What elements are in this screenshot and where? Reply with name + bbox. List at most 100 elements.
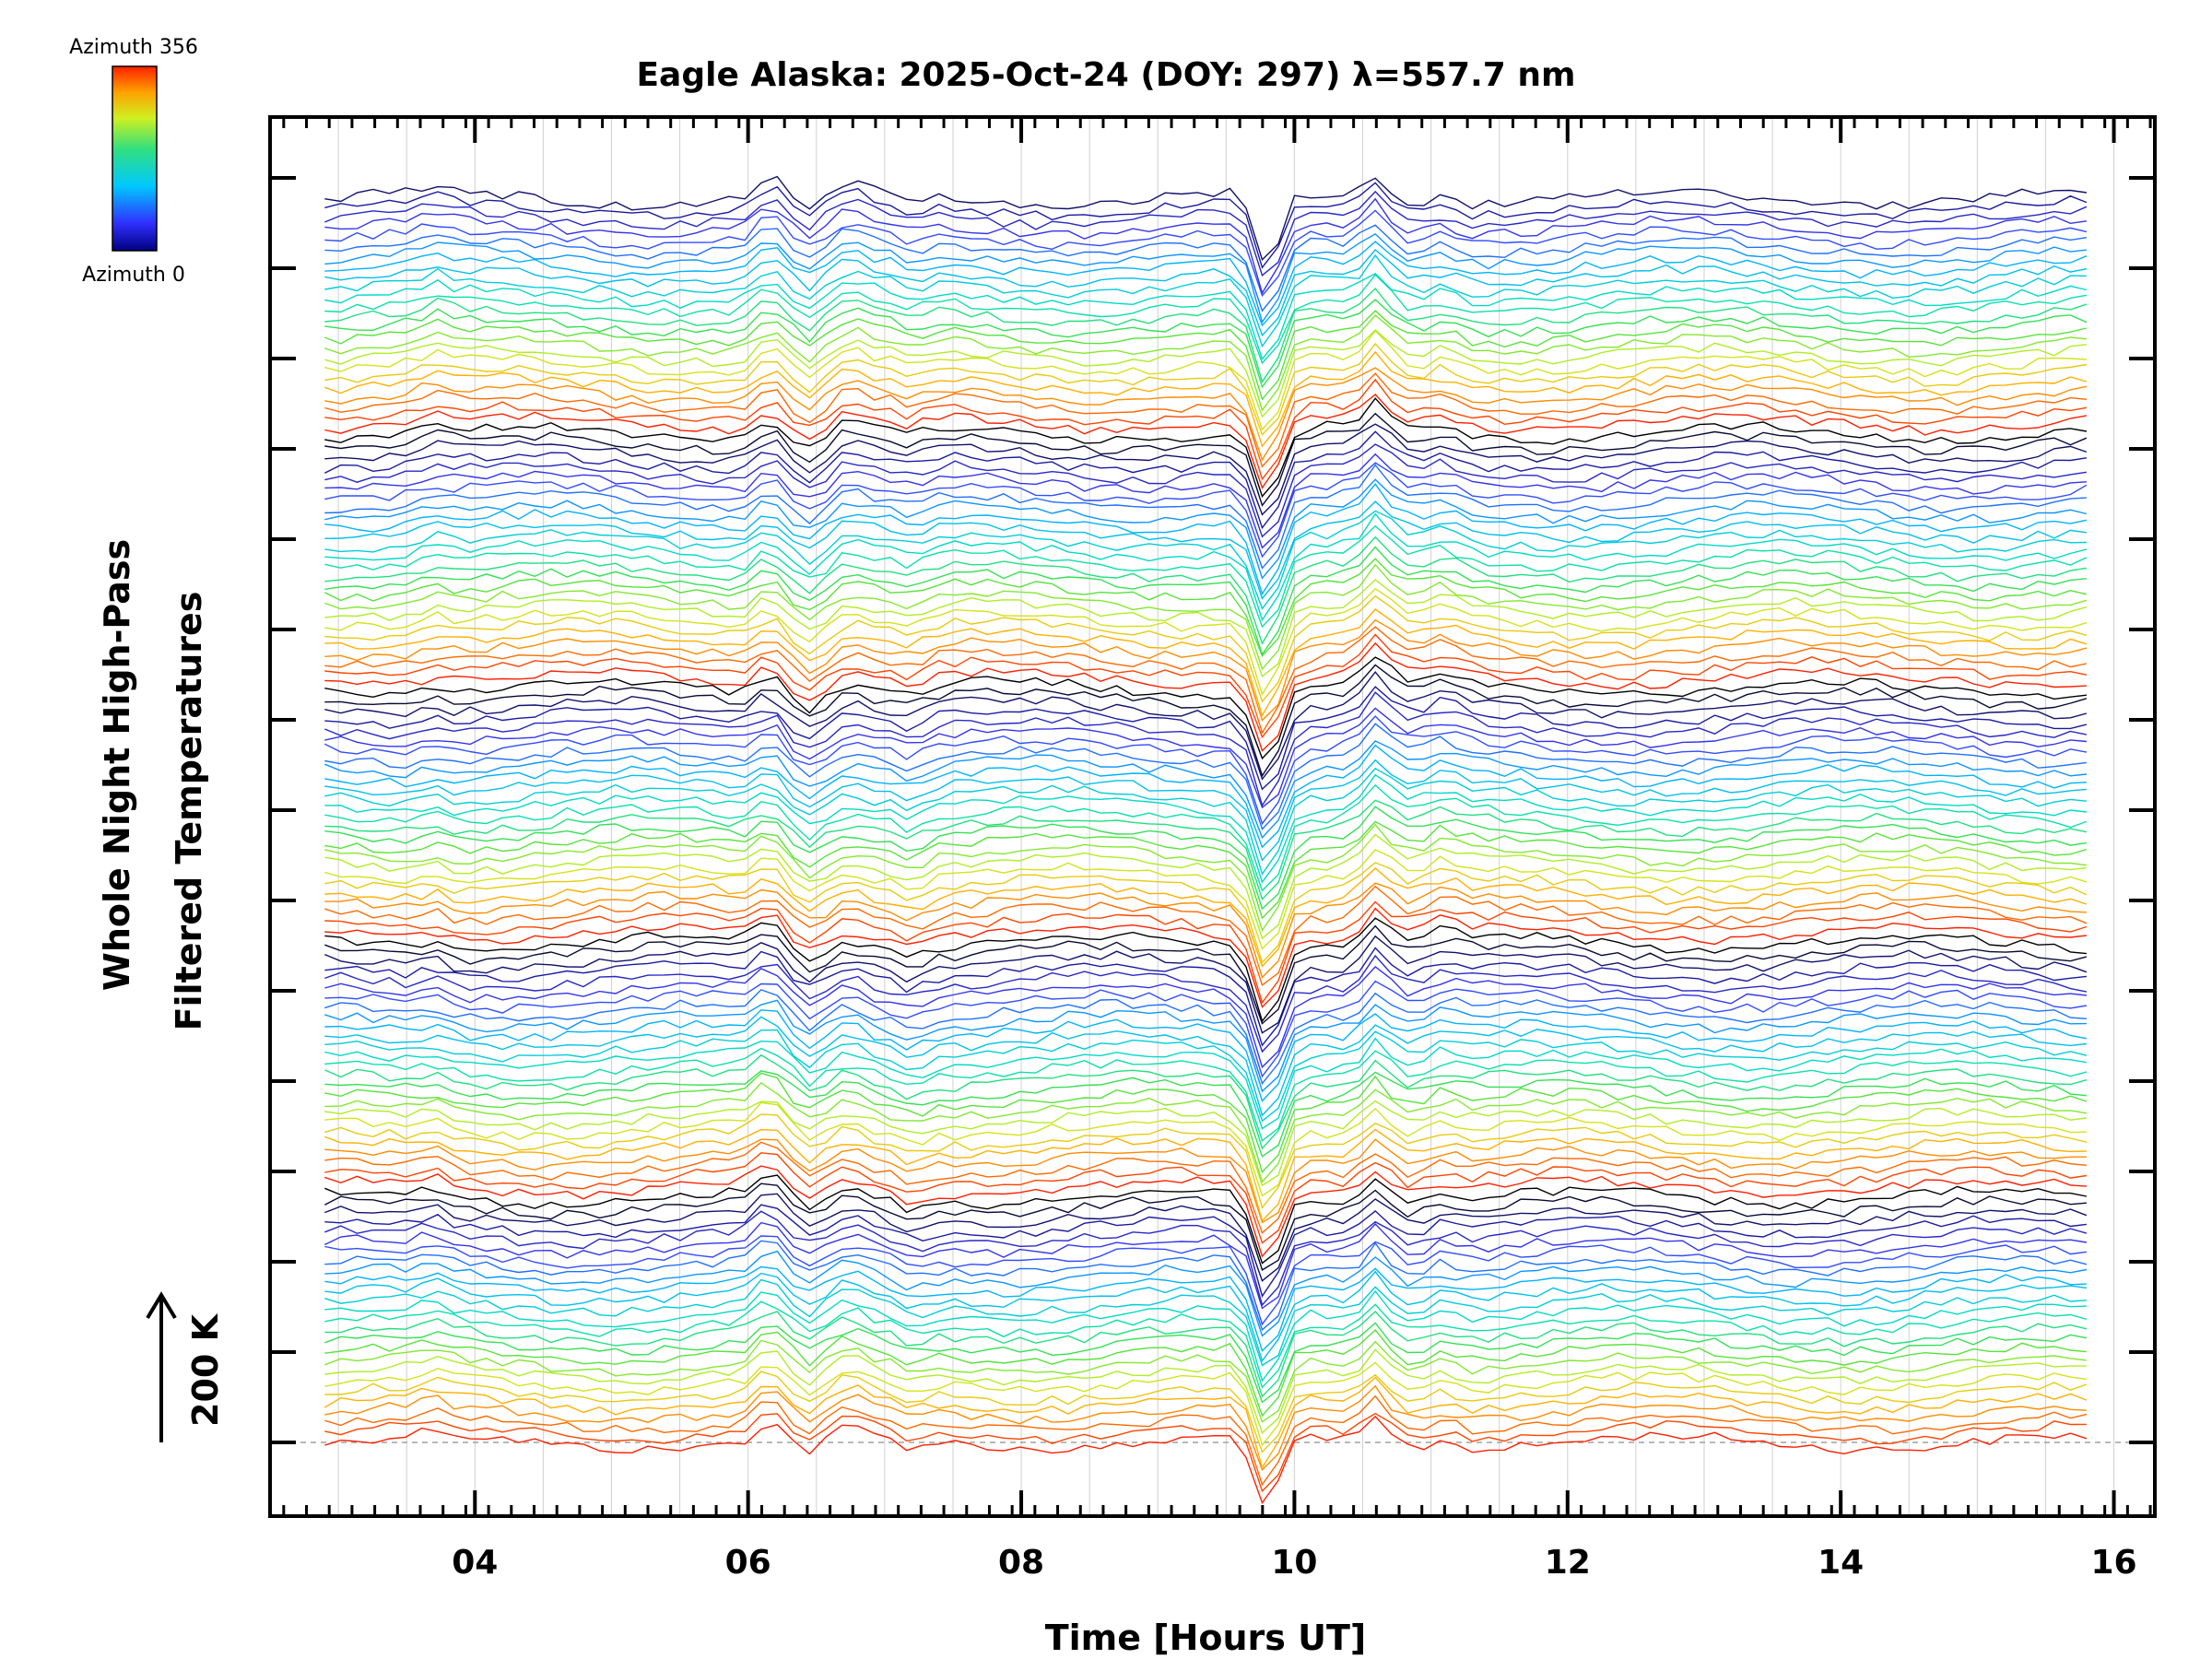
trace-line bbox=[324, 1138, 2087, 1224]
trace-line bbox=[324, 980, 2088, 1078]
trace-line bbox=[324, 1182, 2087, 1271]
chart-title: Eagle Alaska: 2025-Oct-24 (DOY: 297) λ=5… bbox=[636, 56, 1575, 94]
trace-line bbox=[324, 1101, 2087, 1197]
trace-line bbox=[324, 310, 2088, 401]
trace-line bbox=[324, 342, 2088, 436]
colorbar-bottom-label: Azimuth 0 bbox=[82, 264, 185, 287]
trace-line bbox=[324, 723, 2087, 830]
trace-line bbox=[324, 558, 2088, 657]
colorbar bbox=[112, 65, 158, 252]
trace-line bbox=[324, 867, 2088, 968]
trace-line bbox=[324, 587, 2088, 697]
trace-line bbox=[324, 1100, 2087, 1187]
trace-line bbox=[324, 744, 2087, 849]
trace-line bbox=[324, 1300, 2088, 1389]
trace-line bbox=[324, 691, 2088, 807]
trace-line bbox=[324, 500, 2087, 600]
trace-line bbox=[324, 241, 2088, 327]
trace-line bbox=[324, 478, 2088, 580]
trace-line bbox=[324, 917, 2087, 1023]
trace-line bbox=[324, 299, 2088, 389]
trace-line bbox=[324, 1029, 2088, 1123]
trace-line bbox=[324, 535, 2088, 645]
trace-line bbox=[324, 1328, 2087, 1418]
trace-line bbox=[324, 1174, 2088, 1265]
trace-line bbox=[324, 900, 2088, 1005]
trace-line bbox=[324, 274, 2088, 365]
trace-line bbox=[324, 412, 2088, 507]
trace-line bbox=[324, 633, 2088, 739]
trace-line bbox=[324, 820, 2088, 920]
trace-line bbox=[324, 1210, 2088, 1307]
trace-line bbox=[324, 1037, 2088, 1130]
trace-line bbox=[324, 799, 2088, 900]
trace-line bbox=[324, 885, 2088, 987]
trace-line bbox=[324, 1384, 2087, 1471]
trace-line bbox=[324, 1322, 2088, 1404]
trace-line bbox=[324, 767, 2087, 876]
trace-line bbox=[324, 806, 2087, 911]
trace-line bbox=[324, 1348, 2087, 1434]
trace-line bbox=[324, 715, 2088, 826]
trace-line bbox=[324, 1339, 2087, 1423]
trace-line bbox=[324, 618, 2088, 722]
x-tick-label: 04 bbox=[452, 1544, 498, 1582]
trace-line bbox=[324, 1072, 2088, 1173]
trace-line bbox=[324, 935, 2088, 1034]
trace-line bbox=[324, 253, 2087, 348]
trace-line bbox=[324, 1250, 2088, 1337]
trace-line bbox=[324, 224, 2088, 312]
trace-line bbox=[324, 397, 2088, 499]
x-tick-label: 06 bbox=[725, 1544, 771, 1582]
trace-line bbox=[324, 1235, 2087, 1326]
trace-line bbox=[324, 1240, 2088, 1332]
trace-line bbox=[324, 1204, 2087, 1298]
trace-line bbox=[324, 1265, 2087, 1352]
trace-line bbox=[324, 233, 2087, 324]
trace-line bbox=[324, 1070, 2087, 1158]
trace-line bbox=[324, 464, 2087, 570]
trace-line bbox=[324, 546, 2087, 656]
scale-bar-label: 200 K bbox=[185, 1312, 226, 1427]
trace-line bbox=[324, 1081, 2088, 1183]
x-tick-label: 12 bbox=[1545, 1544, 1591, 1582]
trace-line bbox=[324, 1047, 2088, 1142]
trace-line bbox=[324, 594, 2088, 703]
scale-bar: 200 K bbox=[146, 1291, 226, 1442]
trace-line bbox=[324, 394, 2088, 489]
trace-line bbox=[324, 367, 2088, 462]
x-tick-label: 10 bbox=[1271, 1544, 1317, 1582]
trace-line bbox=[324, 626, 2088, 735]
y-axis-label-line2: Filtered Temperatures bbox=[169, 592, 209, 1031]
trace-line bbox=[324, 287, 2088, 383]
trace-line bbox=[324, 686, 2088, 791]
x-tick-label: 14 bbox=[1818, 1544, 1864, 1582]
trace-line bbox=[324, 209, 2088, 298]
x-tick-label: 16 bbox=[2090, 1544, 2136, 1582]
trace-line bbox=[324, 273, 2088, 360]
trace-line bbox=[324, 1128, 2087, 1222]
trace-line bbox=[324, 182, 2088, 269]
trace-line bbox=[324, 773, 2087, 884]
x-axis-label: Time [Hours UT] bbox=[1045, 1618, 1367, 1658]
trace-line bbox=[324, 1361, 2087, 1447]
trace-line bbox=[324, 1193, 2088, 1282]
trace-line bbox=[324, 989, 2087, 1086]
trace-line bbox=[324, 849, 2088, 950]
trace-line bbox=[324, 823, 2087, 933]
trace-line bbox=[324, 882, 2087, 979]
trace-line bbox=[324, 656, 2087, 760]
trace-line bbox=[324, 740, 2087, 840]
trace-line bbox=[324, 453, 2087, 549]
trace-line bbox=[324, 1278, 2087, 1367]
trace-line bbox=[324, 1009, 2088, 1102]
x-tick-label: 08 bbox=[998, 1544, 1044, 1582]
trace-line bbox=[324, 378, 2088, 481]
trace-line bbox=[324, 608, 2088, 717]
trace-line bbox=[324, 1221, 2088, 1310]
trace-line bbox=[324, 641, 2087, 752]
trace-line bbox=[324, 999, 2087, 1093]
trace-line bbox=[324, 954, 2088, 1053]
trace-line bbox=[324, 423, 2088, 516]
